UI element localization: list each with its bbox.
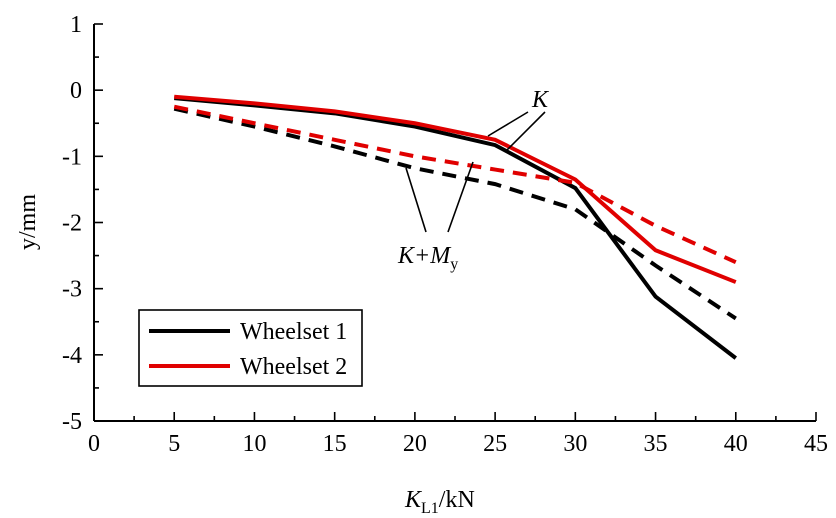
legend-label-wheelset-2: Wheelset 2 [240, 354, 347, 380]
annotation-kmy-label: K+My [397, 243, 458, 273]
x-axis-label-unit: /kN [439, 487, 475, 513]
annotation-kmy-leader-2 [447, 161, 474, 233]
x-tick-label: 15 [323, 431, 347, 457]
annotation-kmy-m: M [429, 243, 452, 269]
series-line-kmy-wheelset-2 [173, 104, 737, 265]
legend-box [138, 309, 363, 387]
annotation-k-leader-1 [487, 111, 529, 137]
y-axis-label: y/mm [15, 194, 41, 250]
series-line-k-wheelset-2 [174, 94, 737, 284]
annotation-k-label: K [531, 87, 550, 113]
x-tick-label: 35 [644, 431, 668, 457]
series-line-kmy-wheelset-1 [173, 106, 737, 321]
tick-marks [93, 23, 817, 422]
annotation-k: K [487, 87, 550, 151]
x-tick-label: 5 [168, 431, 180, 457]
x-tick-label: 30 [563, 431, 587, 457]
x-tick-label: 0 [88, 431, 100, 457]
x-tick-label: 25 [483, 431, 507, 457]
y-tick-label: -3 [62, 277, 82, 303]
x-tick-label: 20 [403, 431, 427, 457]
x-tick-label: 40 [724, 431, 748, 457]
legend-label-wheelset-1: Wheelset 1 [240, 319, 347, 345]
y-tick-label: -2 [62, 211, 82, 237]
y-tick-label: -1 [62, 144, 82, 170]
x-tick-label: 10 [242, 431, 266, 457]
y-tick-label: -5 [62, 409, 82, 435]
y-tick-label: -4 [62, 343, 82, 369]
annotation-k-leader-2 [506, 111, 546, 151]
x-axis-label-sub: L1 [421, 500, 439, 517]
annotation-kmy-sub: y [450, 256, 458, 273]
y-tick-label: 1 [70, 12, 82, 38]
series-layer [173, 94, 737, 360]
x-tick-label: 45 [804, 431, 828, 457]
x-axis-label: KL1/kN [404, 487, 475, 517]
legend: Wheelset 1 Wheelset 2 [138, 309, 363, 387]
y-tick-label: 0 [70, 78, 82, 104]
annotation-k-plus-my: K+My [397, 161, 474, 273]
annotation-kmy-k: K+ [397, 243, 430, 269]
x-axis-label-main: K [404, 487, 423, 513]
annotation-kmy-leader-1 [405, 167, 427, 233]
